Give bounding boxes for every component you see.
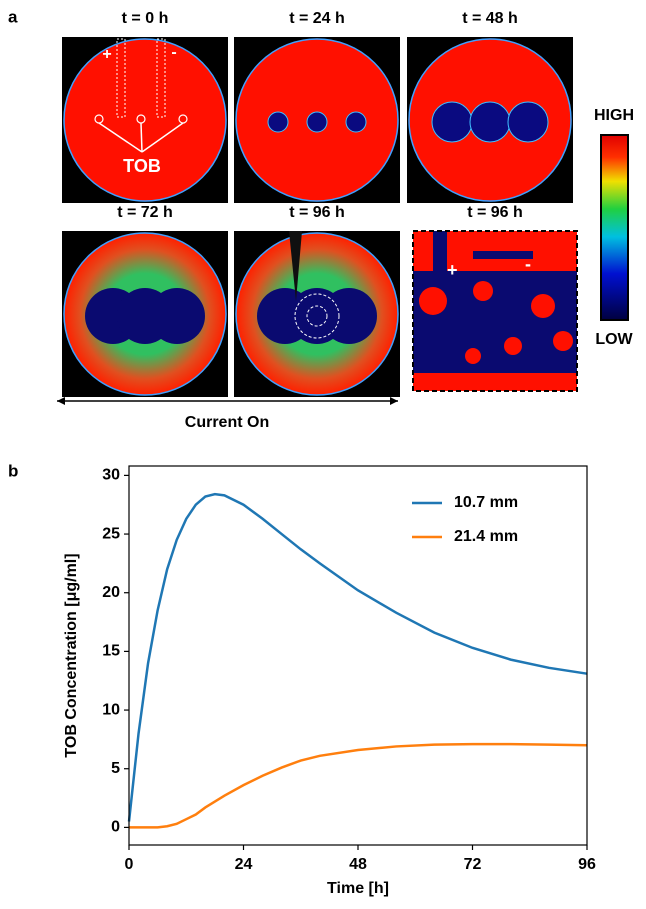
electrode-label: + (447, 260, 458, 280)
y-tick-label: 15 (102, 643, 120, 660)
pointer (140, 122, 143, 153)
y-tick-label: 5 (111, 760, 120, 777)
data-line (127, 492, 588, 822)
x-tick-label: 72 (464, 856, 482, 873)
tile-title: t = 96 h (289, 204, 345, 221)
zone (431, 101, 473, 143)
pointer (98, 122, 143, 153)
zone (469, 101, 511, 143)
y-tick-label: 20 (102, 584, 120, 601)
ring (306, 305, 328, 327)
y-axis-label: TOB Concentration [μg/ml] (63, 553, 80, 757)
panel-label: a (8, 7, 18, 26)
zone (321, 288, 377, 344)
electrode (289, 231, 302, 301)
colorbar-label: HIGH (594, 107, 634, 124)
annotation: TOB (123, 156, 161, 176)
tile-title: t = 0 h (122, 10, 169, 27)
region (553, 331, 573, 351)
region (419, 287, 447, 315)
region (531, 294, 555, 318)
well (345, 111, 367, 133)
x-tick-label: 24 (235, 856, 253, 873)
tile-title: t = 72 h (117, 204, 173, 221)
zone (149, 288, 205, 344)
legend-label: 21.4 mm (454, 528, 518, 545)
y-tick-label: 25 (102, 525, 120, 542)
tile-title: t = 24 h (289, 10, 345, 27)
electrode-label: - (171, 44, 176, 61)
electrode-label: - (525, 254, 531, 274)
well (267, 111, 289, 133)
region (473, 251, 533, 259)
electrode-label: + (102, 46, 111, 63)
zone (507, 101, 549, 143)
electrode (156, 38, 166, 118)
ring (294, 293, 340, 339)
y-tick-label: 0 (111, 819, 120, 836)
tile-title: t = 96 h (467, 204, 523, 221)
x-tick-label: 96 (578, 856, 596, 873)
region (504, 337, 522, 355)
colorbar (600, 134, 629, 321)
region (465, 348, 481, 364)
x-tick-label: 48 (349, 856, 367, 873)
pointer (141, 122, 184, 153)
region (413, 373, 577, 391)
tile-title: t = 48 h (462, 10, 518, 27)
colorbar-label: LOW (595, 331, 633, 348)
well (306, 111, 328, 133)
y-tick-label: 30 (102, 467, 120, 484)
tile-border (412, 230, 578, 392)
electrode (116, 38, 126, 118)
x-tick-label: 0 (125, 856, 134, 873)
legend-label: 10.7 mm (454, 494, 518, 511)
annotation: Current On (185, 414, 269, 431)
plot-frame (128, 465, 588, 846)
data-line (129, 742, 588, 829)
y-tick-label: 10 (102, 701, 120, 718)
panel-label: b (8, 461, 18, 480)
x-axis-label: Time [h] (327, 880, 389, 897)
region (473, 281, 493, 301)
